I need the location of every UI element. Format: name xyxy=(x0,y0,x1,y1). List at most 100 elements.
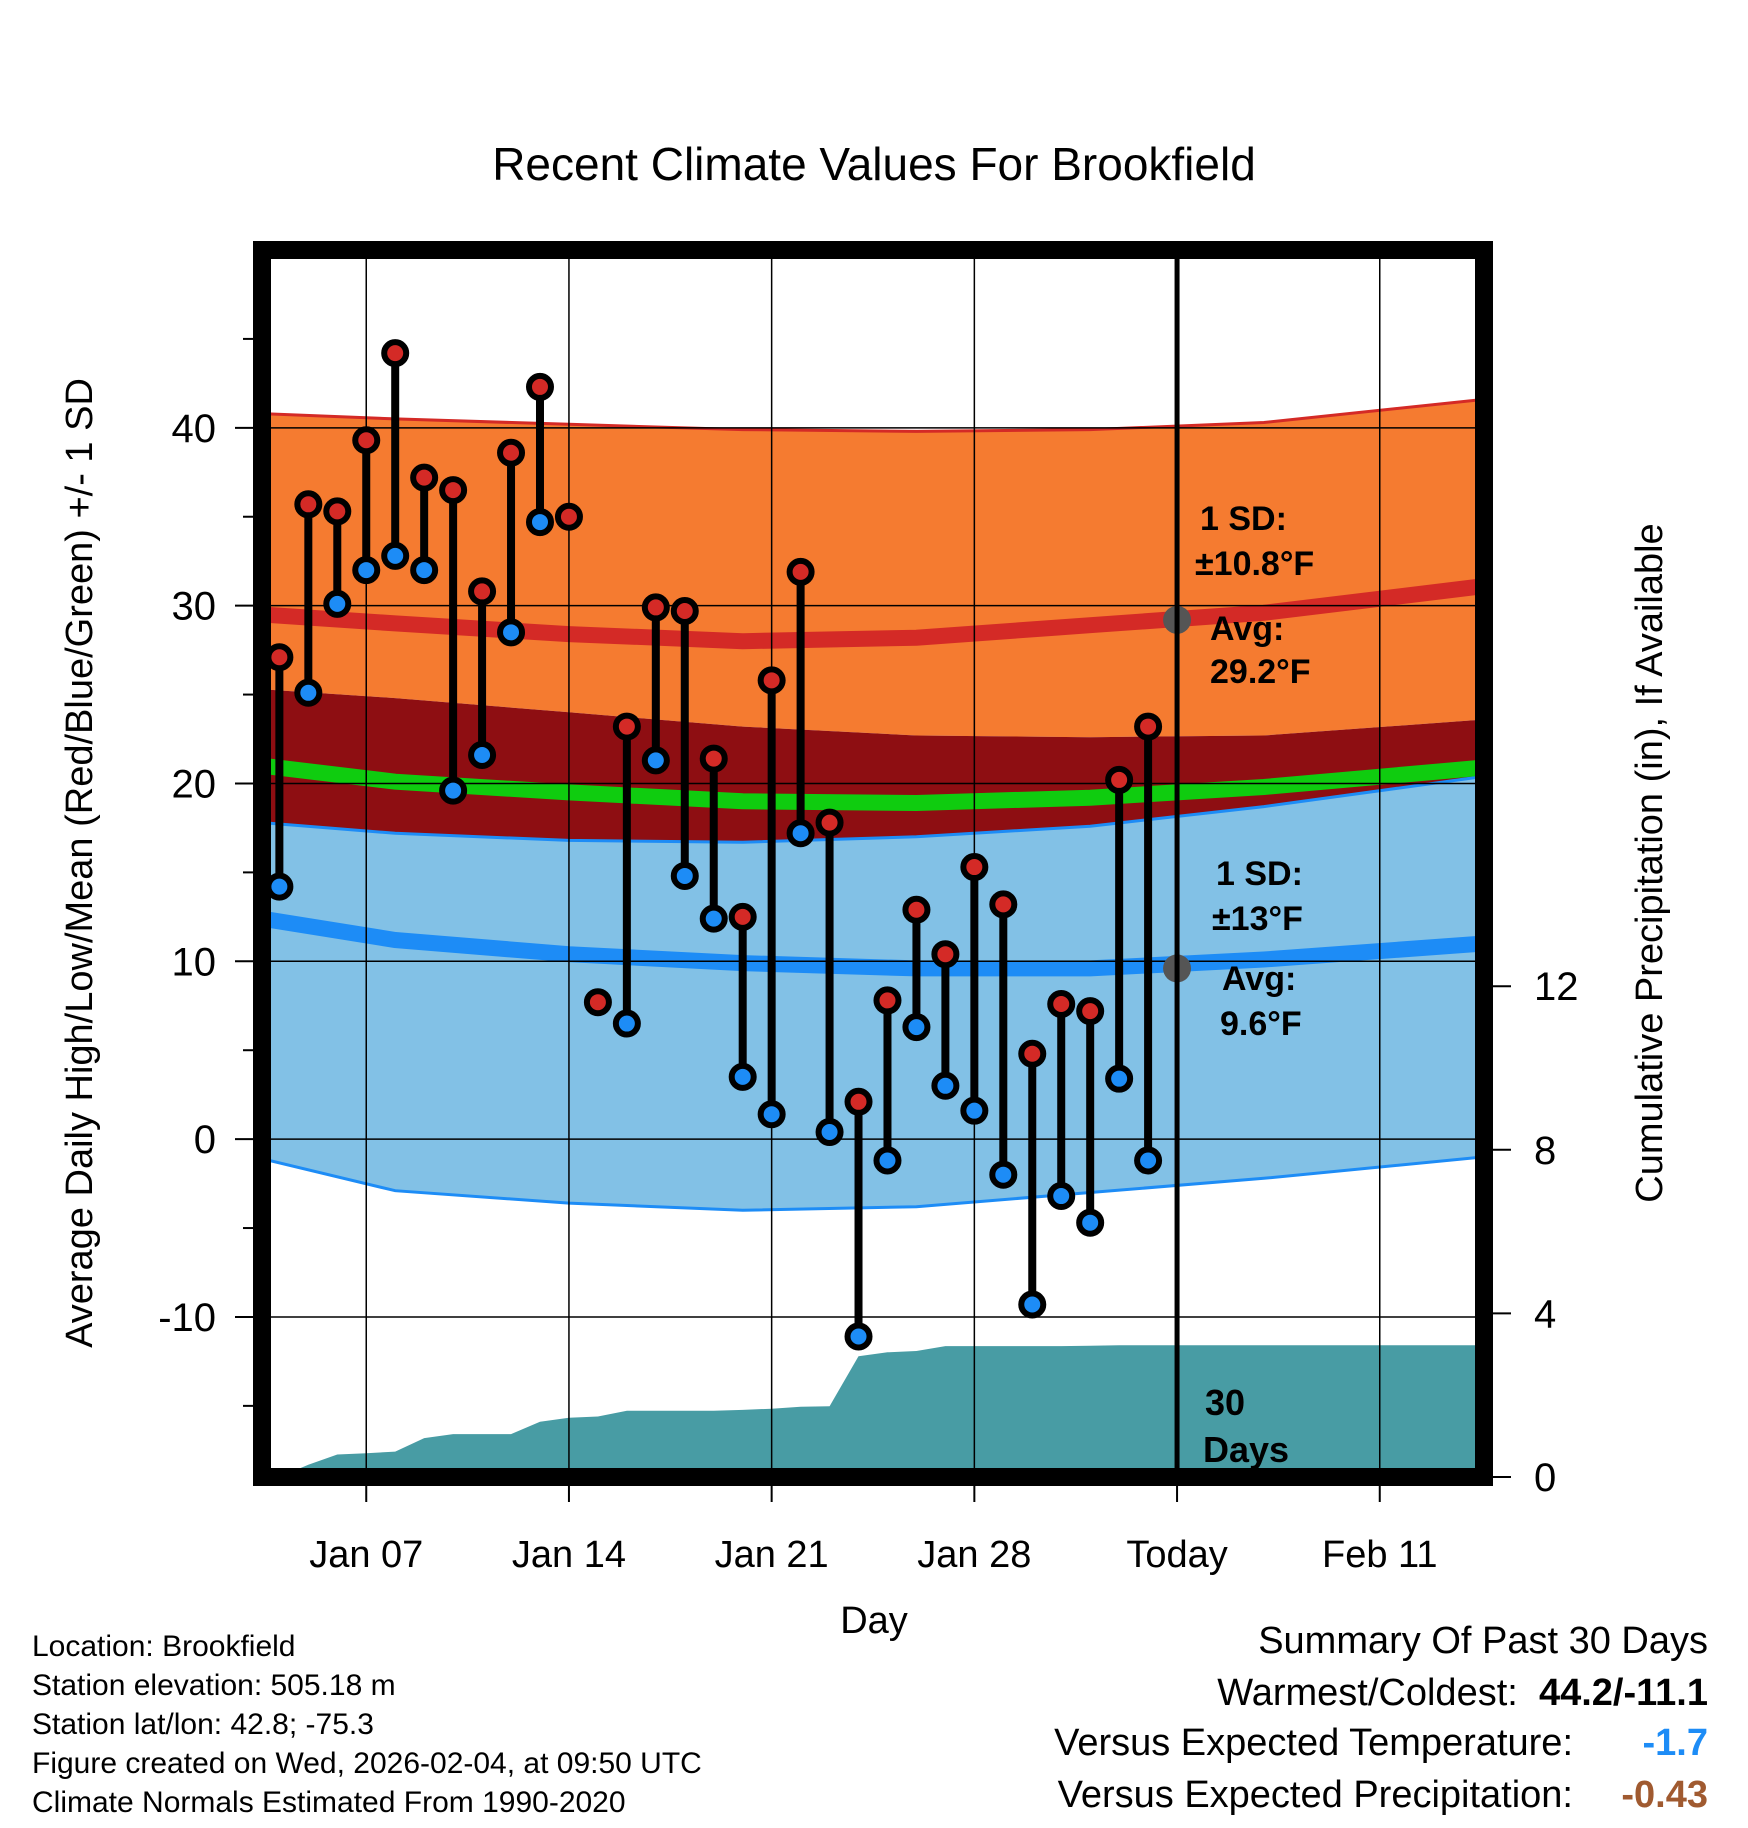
low-point xyxy=(497,618,526,647)
normal-high-upper-edge xyxy=(262,397,1484,433)
low-point xyxy=(439,776,468,805)
x-tick-label: Jan 14 xyxy=(512,1534,626,1576)
high-avg-value: 29.2°F xyxy=(1210,653,1311,691)
high-point xyxy=(439,476,468,505)
low-point xyxy=(294,678,323,707)
temp-label: Versus Expected Temperature: xyxy=(1054,1722,1573,1764)
low-point xyxy=(410,556,439,585)
y-axis-right: 0 4 8 12 xyxy=(1493,965,1579,1500)
location-text: Location: Brookfield xyxy=(32,1630,296,1663)
high-point xyxy=(844,1087,873,1116)
summary-precip: Versus Expected Precipitation: -0.43 xyxy=(1058,1774,1708,1817)
high-avg-label: Avg: xyxy=(1210,610,1284,648)
high-point xyxy=(786,557,815,586)
daily-range-stems xyxy=(275,353,1153,1337)
x-tick-label: Jan 07 xyxy=(309,1534,423,1576)
low-point xyxy=(323,589,352,618)
x-tick-label: Today xyxy=(1126,1534,1227,1576)
low-point xyxy=(786,819,815,848)
high-point xyxy=(468,577,497,606)
x-axis-label: Day xyxy=(840,1600,908,1642)
low-point xyxy=(931,1071,960,1100)
sd-annotations: 1 SD: ±10.8°F Avg: 29.2°F 1 SD: ±13°F Av… xyxy=(1195,500,1314,1470)
high-point xyxy=(873,986,902,1015)
high-point xyxy=(410,463,439,492)
x-tick-label: Feb 11 xyxy=(1322,1534,1437,1576)
elevation-text: Station elevation: 505.18 m xyxy=(32,1669,396,1702)
low-point xyxy=(1076,1208,1105,1237)
high-point xyxy=(670,596,699,625)
low-sd-label: 1 SD: xyxy=(1216,855,1303,893)
high-point xyxy=(265,643,294,672)
y-tick-label: 20 xyxy=(172,762,217,806)
low-point xyxy=(381,541,410,570)
y2-tick-label: 8 xyxy=(1534,1129,1556,1173)
high-point xyxy=(583,988,612,1017)
high-sd-label: 1 SD: xyxy=(1200,500,1287,538)
days-word-label: Days xyxy=(1203,1429,1289,1470)
low-sd-value: ±13°F xyxy=(1212,900,1303,938)
high-point xyxy=(815,808,844,837)
normal-low-lower-edge xyxy=(262,1155,1484,1212)
low-point xyxy=(902,1013,931,1042)
low-point xyxy=(699,904,728,933)
high-point xyxy=(1018,1039,1047,1068)
warm-cold-label: Warmest/Coldest: xyxy=(1217,1672,1518,1714)
chart-title: Recent Climate Values For Brookfield xyxy=(492,138,1256,190)
high-point xyxy=(1076,997,1105,1026)
high-point xyxy=(381,339,410,368)
precip-label: Versus Expected Precipitation: xyxy=(1057,1774,1573,1816)
high-point xyxy=(323,497,352,526)
high-sd-value: ±10.8°F xyxy=(1195,545,1314,583)
y-tick-label: -10 xyxy=(158,1296,216,1340)
normals-text: Climate Normals Estimated From 1990-2020 xyxy=(32,1786,626,1819)
high-point xyxy=(728,902,757,931)
y2-tick-label: 4 xyxy=(1534,1292,1556,1336)
latlon-text: Station lat/lon: 42.8; -75.3 xyxy=(32,1708,374,1741)
high-point xyxy=(612,712,641,741)
low-point xyxy=(525,508,554,537)
low-point xyxy=(468,741,497,770)
y-tick-label: 10 xyxy=(172,940,217,984)
daily-temperature-points xyxy=(265,339,1163,1351)
y-axis-label-left: Average Daily High/Low/Mean (Red/Blue/Gr… xyxy=(59,378,101,1348)
x-tick-label: Jan 28 xyxy=(917,1534,1031,1576)
low-point xyxy=(960,1096,989,1125)
high-point xyxy=(554,502,583,531)
high-point xyxy=(989,890,1018,919)
low-point xyxy=(1018,1290,1047,1319)
high-point xyxy=(699,744,728,773)
y-tick-label: 30 xyxy=(172,585,217,629)
y2-tick-label: 0 xyxy=(1534,1456,1556,1500)
high-point xyxy=(1105,765,1134,794)
created-text: Figure created on Wed, 2026-02-04, at 09… xyxy=(32,1747,702,1780)
cumulative-precip-area xyxy=(279,1345,1484,1477)
y-axis-label-right: Cumulative Precipitation (in), If Availa… xyxy=(1629,523,1671,1202)
low-point xyxy=(352,556,381,585)
low-point xyxy=(1134,1146,1163,1175)
low-point xyxy=(670,861,699,890)
low-point xyxy=(989,1160,1018,1189)
high-point xyxy=(931,940,960,969)
high-point xyxy=(902,895,931,924)
low-point xyxy=(1105,1064,1134,1093)
high-point xyxy=(641,593,670,622)
low-point xyxy=(612,1009,641,1038)
y-tick-label: 0 xyxy=(194,1118,216,1162)
days-count-label: 30 xyxy=(1205,1382,1245,1423)
high-point xyxy=(497,438,526,467)
plot-frame xyxy=(253,241,1493,1486)
high-point xyxy=(1047,989,1076,1018)
low-point xyxy=(873,1146,902,1175)
high-point xyxy=(1134,712,1163,741)
temp-value: -1.7 xyxy=(1642,1722,1708,1764)
high-point xyxy=(294,490,323,519)
summary-title: Summary Of Past 30 Days xyxy=(1258,1620,1708,1662)
precip-value: -0.43 xyxy=(1621,1774,1708,1816)
plot-area xyxy=(262,250,1484,1477)
high-point xyxy=(757,666,786,695)
summary-warm-cold: Warmest/Coldest: 44.2/-11.1 xyxy=(1217,1672,1708,1715)
summary-temp: Versus Expected Temperature: -1.7 xyxy=(1054,1722,1708,1765)
y-tick-label: 40 xyxy=(172,407,217,451)
